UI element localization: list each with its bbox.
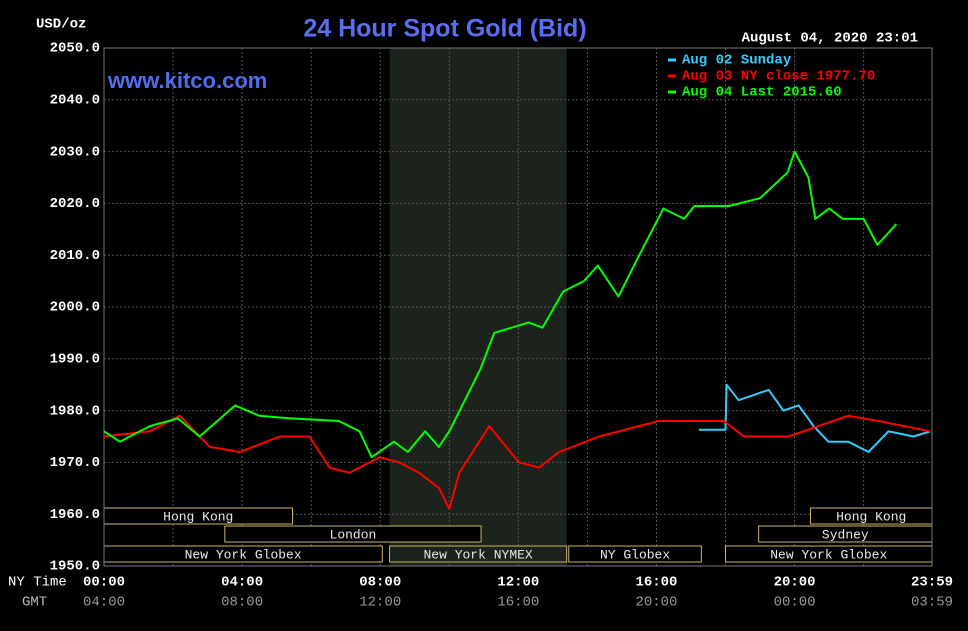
x2-label: GMT — [22, 595, 47, 611]
x2-tick-label: 12:00 — [359, 595, 401, 611]
y-tick-label: 1960.0 — [50, 507, 100, 523]
x-tick-label: 20:00 — [774, 575, 816, 591]
x2-tick-label: 16:00 — [497, 595, 539, 611]
y-tick-label: 1970.0 — [50, 455, 100, 471]
y-tick-label: 2010.0 — [50, 248, 100, 264]
y-unit: USD/oz — [36, 17, 86, 33]
y-tick-label: 2050.0 — [50, 41, 100, 57]
series-line — [103, 150, 898, 459]
legend-label: Aug 03 NY close 1977.70 — [682, 69, 875, 85]
session-label: NY Globex — [600, 547, 670, 562]
x2-tick-label: 08:00 — [221, 595, 263, 611]
legend-label: Aug 02 Sunday — [682, 53, 792, 69]
y-tick-label: 1990.0 — [50, 352, 100, 368]
x-tick-label: 08:00 — [359, 575, 401, 591]
x2-tick-label: 03:59 — [911, 595, 953, 611]
session-box — [224, 525, 482, 543]
session-label: New York Globex — [770, 547, 887, 562]
plot-frame — [103, 47, 933, 567]
y-tick-label: 2030.0 — [50, 144, 100, 160]
subtitle: www.kitco.com — [107, 68, 267, 93]
session-label: New York Globex — [185, 547, 302, 562]
x-tick-label: 00:00 — [83, 575, 125, 591]
session-box — [568, 545, 702, 563]
legend-label: Aug 04 Last 2015.60 — [682, 85, 842, 101]
x-tick-label: 12:00 — [497, 575, 539, 591]
x-tick-label: 16:00 — [635, 575, 677, 591]
x-label: NY Time — [8, 575, 67, 591]
y-tick-label: 2000.0 — [50, 300, 100, 316]
x2-tick-label: 04:00 — [83, 595, 125, 611]
session-label: Hong Kong — [836, 509, 906, 524]
x-tick-label: 04:00 — [221, 575, 263, 591]
session-label: Sydney — [822, 527, 869, 542]
x2-tick-label: 20:00 — [635, 595, 677, 611]
series-line — [698, 383, 931, 453]
y-tick-label: 1950.0 — [50, 559, 100, 575]
y-tick-label: 2020.0 — [50, 196, 100, 212]
session-box — [389, 545, 568, 563]
timestamp: August 04, 2020 23:01 — [742, 31, 918, 47]
x2-tick-label: 00:00 — [774, 595, 816, 611]
x-tick-label: 23:59 — [911, 575, 953, 591]
session-label: New York NYMEX — [424, 547, 533, 562]
series-line — [103, 414, 931, 510]
chart-title: 24 Hour Spot Gold (Bid) — [303, 15, 586, 43]
session-label: London — [330, 527, 377, 542]
y-tick-label: 1980.0 — [50, 403, 100, 419]
session-label: Hong Kong — [163, 509, 233, 524]
y-tick-label: 2040.0 — [50, 93, 100, 109]
